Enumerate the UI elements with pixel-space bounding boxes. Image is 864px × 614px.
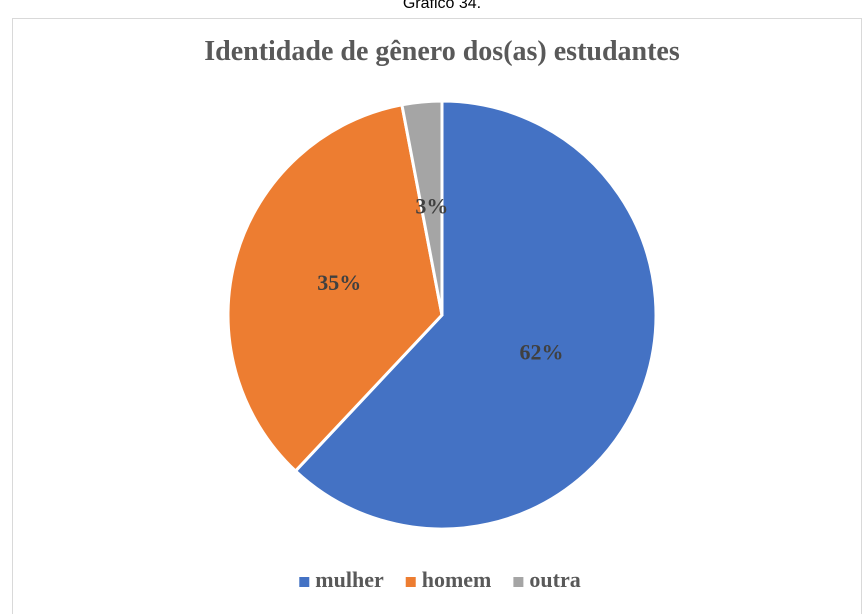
data-label: 62% (519, 339, 563, 364)
caption: Gráfico 34. (403, 0, 481, 12)
legend-label: outra (529, 567, 580, 592)
legend-label: homem (422, 567, 492, 592)
legend-swatch (299, 577, 310, 587)
legend-swatch (405, 577, 416, 587)
pie-slice (400, 99, 444, 316)
legend-label: mulher (315, 567, 384, 592)
pie-slice (293, 99, 658, 531)
data-label: 3% (415, 194, 448, 219)
data-label: 35% (317, 270, 361, 295)
chart-title: Identidade de gênero dos(as) estudantes (204, 36, 680, 67)
pie-slice (226, 103, 444, 474)
legend-swatch (513, 577, 524, 587)
